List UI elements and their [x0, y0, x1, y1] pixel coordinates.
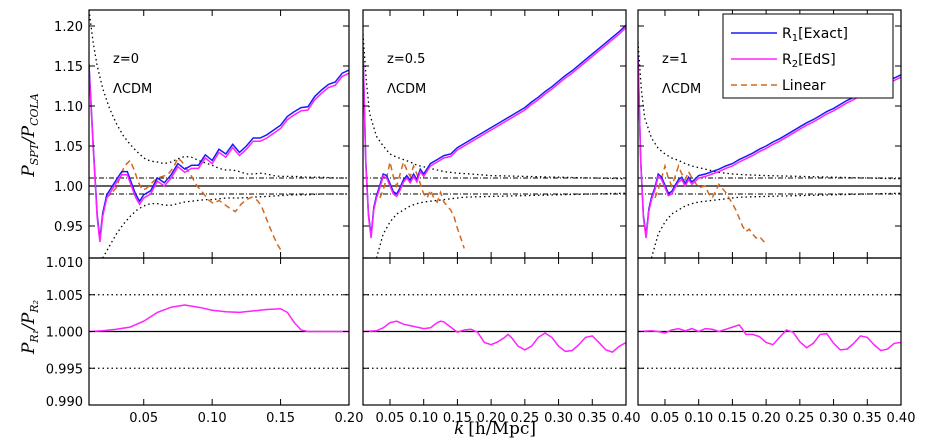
x-tick-label: 0.20 — [335, 411, 364, 426]
legend-box — [722, 13, 894, 99]
panel-1: 0.05 0.10 0.15 0.20 z=0 ΛCDM 1.20 1.15 1.10 1.05 1… — [46, 9, 364, 426]
upper-error-envelope — [363, 33, 626, 180]
x-tick-label: 0.20 — [752, 411, 781, 426]
y-tick-label: 1.20 — [54, 20, 83, 35]
bottom-plot-area-3 — [638, 294, 901, 369]
legend-entry-linear: Linear — [731, 78, 826, 94]
x-tick-label: 0.10 — [409, 411, 438, 426]
svg-text:Linear: Linear — [782, 78, 826, 94]
bottom-y-axis-label: PR₁/PR₂ — [19, 300, 41, 355]
series-r2-eds — [89, 67, 349, 243]
panel-2: 0.05 0.10 0.15 0.20 0.25 0.30 0.35 0.40 z=0.5 ΛCD… — [362, 9, 641, 426]
top-frame-1 — [88, 9, 350, 259]
series-linear — [104, 156, 283, 253]
x-tick-label: 0.05 — [375, 411, 404, 426]
series-r1-exact — [363, 24, 626, 236]
x-tick-label: 0.10 — [684, 411, 713, 426]
x-tick-label: 0.20 — [477, 411, 506, 426]
series-r1-exact — [89, 64, 349, 239]
x-tick-label: 0.15 — [718, 411, 747, 426]
x-tick-label: 0.15 — [266, 411, 295, 426]
series-linear — [654, 163, 767, 245]
lower-error-envelope — [375, 192, 626, 258]
x-tick-label: 0.40 — [612, 411, 641, 426]
x-axis-unit: [h/Mpc] — [468, 419, 536, 439]
series-ratio — [89, 304, 349, 333]
y-tick-label: 1.05 — [54, 140, 83, 155]
annotation-model: ΛCDM — [113, 82, 152, 97]
x-tick-label: 0.30 — [544, 411, 573, 426]
series-ratio — [638, 324, 901, 352]
panel-3: 0.05 0.10 0.15 0.20 0.25 0.30 0.35 0.40 z=1 ΛCDM — [637, 9, 916, 426]
x-tick-label: 0.30 — [819, 411, 848, 426]
x-tick-label: 0.40 — [887, 411, 916, 426]
x-tick-label: 0.25 — [785, 411, 814, 426]
y-tick-label: 0.995 — [46, 362, 83, 377]
legend-entry-eds: R2[EdS] — [731, 52, 836, 70]
y-tick-label: 1.10 — [54, 100, 83, 115]
series-r1-exact — [638, 55, 901, 236]
top-plot-area-1 — [89, 10, 349, 258]
top-y-axis-label: PSPT/PCOLA — [19, 93, 41, 178]
series-r2-eds — [638, 57, 901, 239]
y-tick-label: 1.00 — [54, 180, 83, 195]
lower-error-envelope — [650, 192, 901, 258]
x-tick-label: 0.05 — [129, 411, 158, 426]
bottom-plot-area-2 — [363, 294, 626, 369]
series-linear — [379, 159, 465, 249]
annotation-model: ΛCDM — [387, 82, 426, 97]
annotation-redshift: z=1 — [662, 52, 688, 67]
top-frame-2 — [362, 9, 627, 259]
bottom-plot-area-1 — [89, 294, 349, 369]
x-tick-label: 0.05 — [650, 411, 679, 426]
y-tick-label: 0.990 — [46, 395, 83, 410]
x-tick-label: 0.35 — [578, 411, 607, 426]
x-axis-label: k [h/Mpc] — [454, 419, 536, 439]
svg-text:PSPT/PCOLA: PSPT/PCOLA — [19, 93, 41, 178]
x-axis-variable: k — [454, 419, 464, 439]
annotation-model: ΛCDM — [662, 82, 701, 97]
legend: R1[Exact] R2[EdS] Linear — [722, 13, 894, 99]
y-tick-label: 1.000 — [46, 326, 83, 341]
top-plot-area-3 — [638, 41, 901, 258]
svg-text:PR₁/PR₂: PR₁/PR₂ — [19, 300, 41, 355]
x-tick-label: 0.15 — [443, 411, 472, 426]
x-tick-label: 0.10 — [198, 411, 227, 426]
svg-text:R2[EdS]: R2[EdS] — [782, 52, 836, 70]
x-tick-label: 0.25 — [510, 411, 539, 426]
series-r2-eds — [363, 27, 626, 239]
y-tick-label: 1.15 — [54, 60, 83, 75]
y-tick-label: 1.005 — [46, 289, 83, 304]
top-plot-area-2 — [363, 24, 626, 258]
annotation-redshift: z=0 — [113, 52, 139, 67]
y-tick-label: 0.95 — [54, 220, 83, 235]
legend-entry-exact: R1[Exact] — [731, 26, 848, 44]
series-ratio — [363, 320, 626, 353]
upper-error-envelope — [89, 10, 349, 179]
svg-text:R1[Exact]: R1[Exact] — [782, 26, 848, 44]
annotation-redshift: z=0.5 — [387, 52, 425, 67]
x-tick-label: 0.35 — [853, 411, 882, 426]
panels-layer: 0.05 0.10 0.15 0.20 z=0 ΛCDM 1.20 1.15 1.10 1.05 1… — [46, 9, 916, 426]
y-tick-label: 1.010 — [46, 256, 83, 271]
